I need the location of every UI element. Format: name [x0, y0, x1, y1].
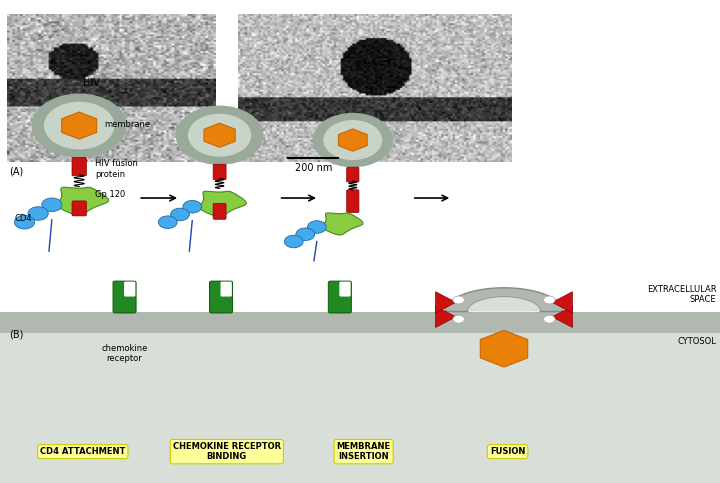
Polygon shape: [56, 187, 109, 215]
FancyBboxPatch shape: [347, 190, 359, 213]
Text: (B): (B): [9, 329, 23, 340]
Polygon shape: [552, 292, 572, 313]
Circle shape: [453, 315, 464, 323]
Text: CD4 ATTACHMENT: CD4 ATTACHMENT: [40, 447, 125, 456]
Circle shape: [313, 114, 392, 167]
Polygon shape: [468, 297, 540, 312]
Polygon shape: [62, 112, 96, 139]
FancyBboxPatch shape: [328, 281, 351, 313]
Polygon shape: [199, 191, 246, 217]
Text: CHEMOKINE RECEPTOR
BINDING: CHEMOKINE RECEPTOR BINDING: [173, 442, 281, 461]
FancyBboxPatch shape: [72, 201, 86, 216]
Circle shape: [176, 106, 263, 164]
Circle shape: [189, 114, 251, 156]
Text: FUSION: FUSION: [490, 447, 526, 456]
Polygon shape: [204, 123, 235, 147]
Polygon shape: [480, 330, 528, 367]
FancyBboxPatch shape: [0, 312, 720, 333]
Text: chemokine
receptor: chemokine receptor: [102, 344, 148, 363]
FancyBboxPatch shape: [213, 164, 226, 180]
Text: CYTOSOL: CYTOSOL: [678, 338, 716, 346]
Circle shape: [544, 315, 555, 323]
FancyBboxPatch shape: [72, 157, 86, 176]
Text: 200 nm: 200 nm: [294, 163, 332, 173]
Polygon shape: [436, 306, 456, 327]
Text: Gp 120: Gp 120: [95, 190, 125, 199]
Circle shape: [324, 121, 382, 159]
Text: HIV: HIV: [83, 78, 99, 88]
Circle shape: [14, 215, 35, 229]
Circle shape: [32, 94, 126, 157]
Circle shape: [307, 221, 326, 233]
Polygon shape: [338, 129, 367, 151]
Text: HIV fusion
protein: HIV fusion protein: [95, 159, 138, 179]
FancyBboxPatch shape: [347, 167, 359, 182]
FancyBboxPatch shape: [113, 281, 136, 313]
FancyBboxPatch shape: [0, 312, 720, 483]
Polygon shape: [322, 213, 363, 235]
Text: membrane: membrane: [104, 120, 150, 129]
Circle shape: [296, 228, 315, 241]
FancyBboxPatch shape: [210, 281, 233, 313]
FancyBboxPatch shape: [124, 282, 135, 297]
Circle shape: [28, 207, 48, 220]
Circle shape: [183, 200, 202, 213]
FancyBboxPatch shape: [220, 282, 232, 297]
Circle shape: [544, 296, 555, 304]
Circle shape: [42, 198, 62, 212]
FancyBboxPatch shape: [213, 203, 226, 219]
Polygon shape: [436, 292, 456, 313]
Circle shape: [45, 102, 114, 149]
Polygon shape: [445, 288, 563, 312]
FancyBboxPatch shape: [339, 282, 351, 297]
Circle shape: [171, 208, 189, 221]
Text: MEMBRANE
INSERTION: MEMBRANE INSERTION: [336, 442, 391, 461]
Circle shape: [158, 216, 177, 228]
Text: EXTRACELLULAR
SPACE: EXTRACELLULAR SPACE: [647, 285, 716, 304]
Circle shape: [453, 296, 464, 304]
Text: (A): (A): [9, 167, 23, 177]
Text: CD4: CD4: [14, 214, 32, 223]
Circle shape: [284, 235, 303, 248]
Polygon shape: [552, 306, 572, 327]
